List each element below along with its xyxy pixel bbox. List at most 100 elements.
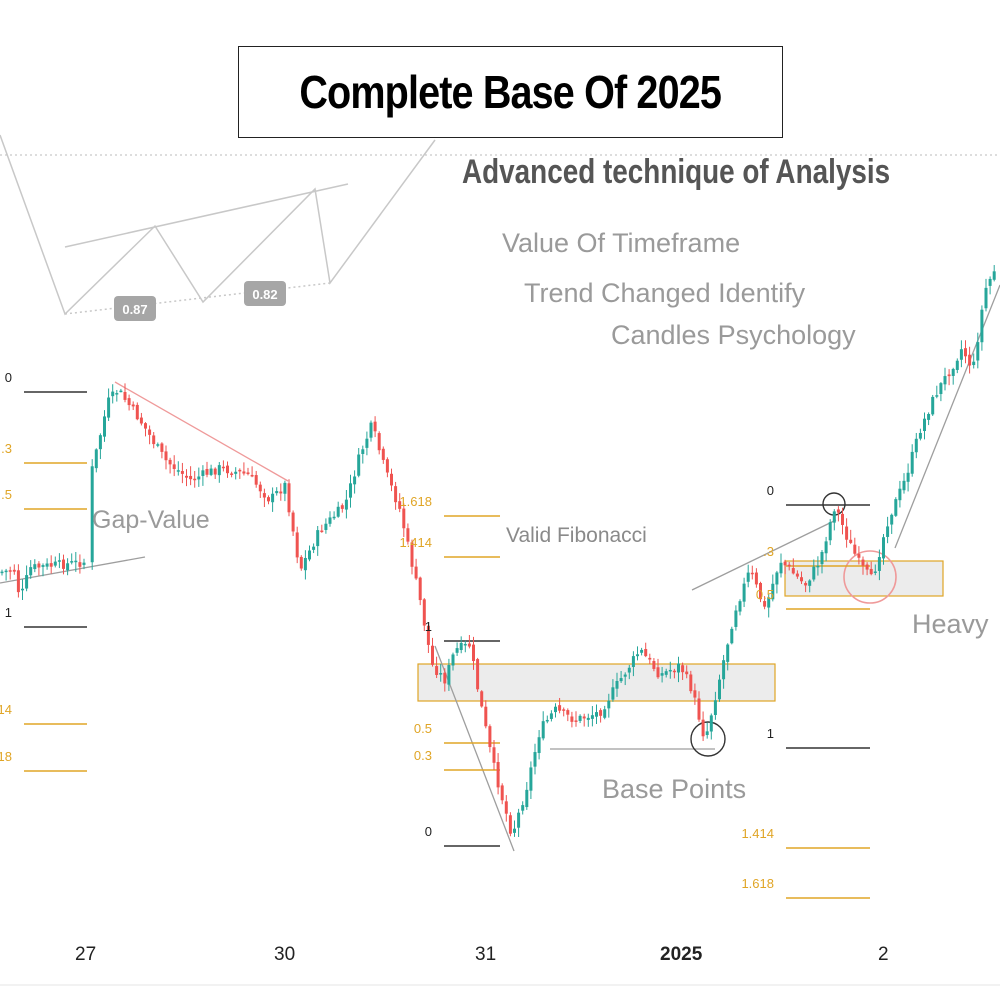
fibonacci-level-lines bbox=[24, 391, 870, 899]
candle bbox=[242, 462, 246, 476]
candle-body bbox=[160, 443, 164, 452]
candle bbox=[882, 533, 885, 565]
candle bbox=[414, 558, 418, 581]
candle-body bbox=[271, 493, 275, 503]
candle-body bbox=[537, 737, 541, 754]
candle-body bbox=[902, 480, 906, 491]
candle bbox=[795, 570, 799, 579]
candle bbox=[336, 501, 340, 518]
candle-body bbox=[336, 506, 340, 517]
candle bbox=[742, 577, 746, 608]
candle-body bbox=[984, 287, 988, 309]
x-tick-27: 27 bbox=[75, 944, 97, 965]
candle-body bbox=[951, 368, 955, 376]
candle bbox=[62, 554, 65, 575]
candle-body bbox=[541, 721, 545, 739]
candle bbox=[853, 537, 857, 556]
candle bbox=[718, 674, 721, 702]
candle-body bbox=[722, 660, 726, 680]
candle bbox=[21, 579, 24, 601]
candle bbox=[886, 516, 890, 544]
candle bbox=[16, 564, 20, 598]
candle-body bbox=[353, 476, 357, 485]
pattern-zigzag bbox=[0, 134, 436, 316]
candle-body bbox=[467, 643, 471, 647]
candle-body bbox=[603, 709, 607, 718]
candle bbox=[90, 459, 94, 570]
candle bbox=[894, 497, 898, 517]
candle bbox=[94, 448, 98, 473]
pattern-upper-line bbox=[64, 183, 349, 248]
candle bbox=[984, 278, 988, 312]
note-trend-changed: Trend Changed Identify bbox=[524, 278, 806, 308]
candle-body bbox=[882, 537, 885, 559]
candle-body bbox=[689, 674, 693, 692]
trendline-right-upper bbox=[691, 519, 837, 591]
candles bbox=[0, 265, 996, 838]
candle-body bbox=[701, 719, 705, 737]
candle bbox=[381, 446, 385, 464]
candle bbox=[459, 636, 463, 654]
candle-body bbox=[980, 309, 984, 343]
candle bbox=[877, 549, 881, 581]
candle-body bbox=[713, 700, 717, 716]
pattern-lower-line bbox=[64, 282, 331, 315]
candle-body bbox=[562, 709, 566, 711]
candle bbox=[49, 555, 53, 574]
annotation-gap-value: Gap-Value bbox=[92, 506, 210, 534]
candle-body bbox=[918, 432, 922, 439]
candle bbox=[972, 353, 976, 369]
candle-body bbox=[500, 785, 504, 801]
candle-body bbox=[406, 528, 410, 542]
candle bbox=[201, 465, 205, 486]
candle bbox=[779, 553, 783, 578]
candle-body bbox=[45, 563, 49, 567]
candle-body bbox=[972, 361, 976, 366]
candle bbox=[480, 690, 484, 708]
candle-body bbox=[886, 526, 890, 537]
candle-body bbox=[529, 767, 533, 791]
trendline-rally bbox=[894, 284, 1000, 549]
candle-body bbox=[439, 673, 443, 675]
candle-body bbox=[652, 661, 656, 669]
candle bbox=[644, 642, 648, 658]
candle bbox=[578, 714, 582, 724]
candle bbox=[66, 558, 70, 576]
candle bbox=[332, 511, 336, 520]
candle-body bbox=[262, 493, 266, 498]
trendlines bbox=[0, 284, 1000, 852]
demand-zone-right bbox=[784, 560, 944, 597]
candle bbox=[828, 519, 832, 546]
candle bbox=[344, 490, 348, 519]
candle-body bbox=[197, 476, 201, 480]
candle bbox=[709, 713, 713, 740]
candle bbox=[250, 466, 254, 478]
candle-body bbox=[451, 654, 455, 666]
annotation-valid-fibonacci: Valid Fibonacci bbox=[506, 524, 647, 547]
fib-level-label-middle: 0 bbox=[425, 824, 432, 839]
candle-body bbox=[127, 398, 131, 406]
candle bbox=[812, 559, 816, 582]
heavy-zone-circle bbox=[843, 550, 897, 604]
candle bbox=[537, 730, 541, 760]
candle-body bbox=[726, 644, 730, 662]
candle bbox=[496, 753, 500, 795]
fib-level-label-right: 1.618 bbox=[741, 876, 774, 891]
candle-body bbox=[648, 657, 652, 660]
candle-body bbox=[709, 715, 713, 732]
candle bbox=[701, 711, 705, 742]
candle bbox=[176, 461, 180, 476]
candle bbox=[37, 561, 41, 576]
candle bbox=[767, 593, 771, 618]
candle bbox=[476, 657, 480, 692]
candle bbox=[8, 566, 12, 580]
candle bbox=[103, 410, 106, 442]
candle bbox=[558, 697, 562, 714]
candle-body bbox=[693, 690, 697, 698]
candle bbox=[763, 596, 767, 610]
candle-body bbox=[976, 342, 980, 361]
candle-body bbox=[115, 393, 119, 395]
candle-body bbox=[742, 583, 746, 602]
candle bbox=[164, 445, 168, 470]
